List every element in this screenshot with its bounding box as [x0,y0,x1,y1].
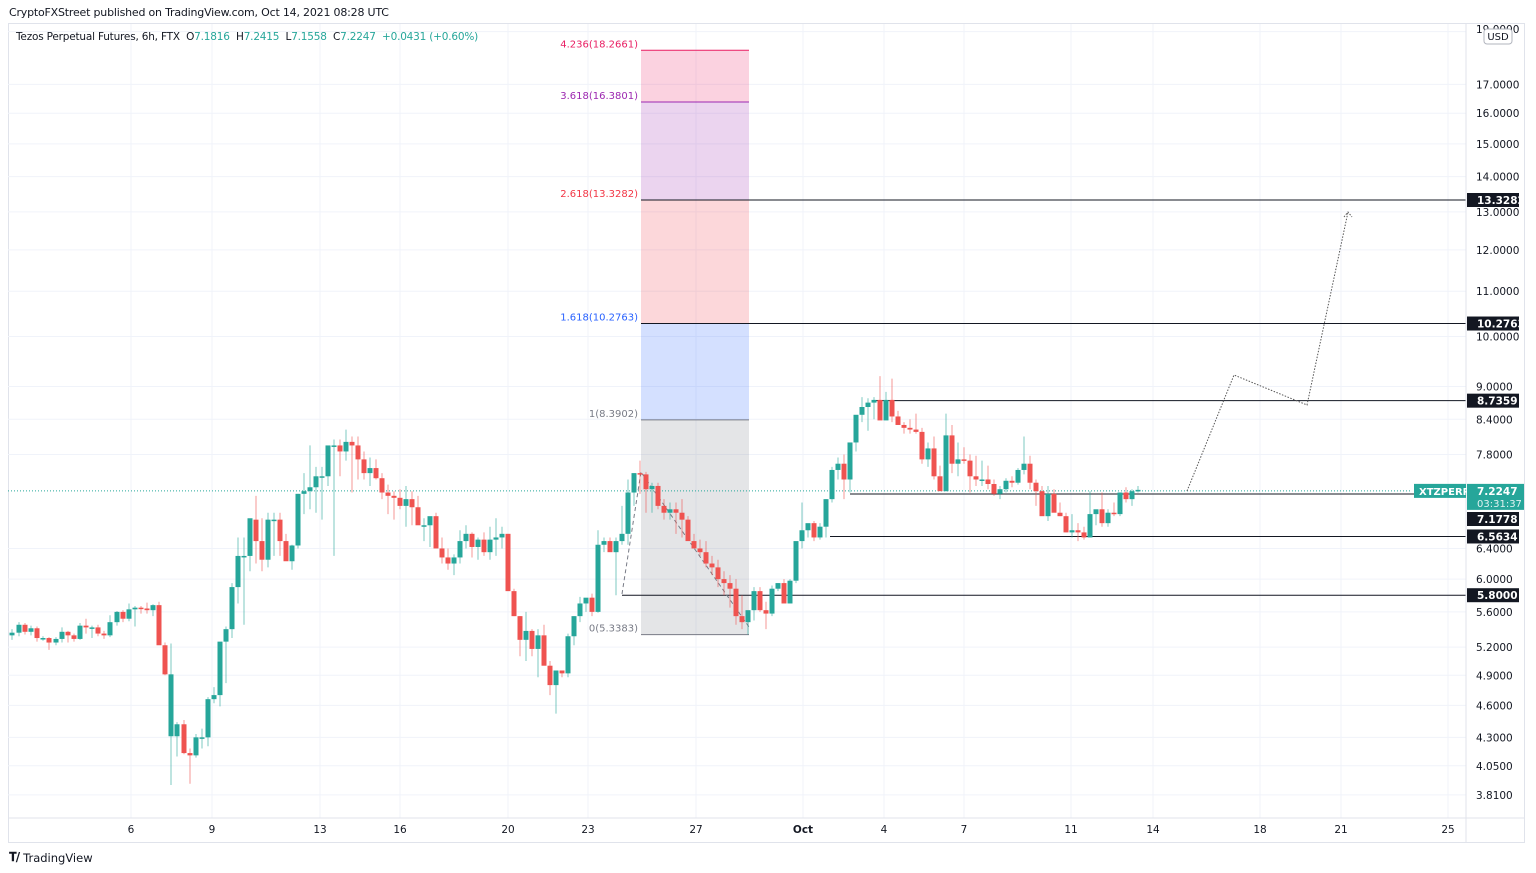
low-value: 7.1558 [291,31,327,43]
svg-text:16: 16 [393,824,407,836]
svg-text:Oct: Oct [793,824,813,836]
tradingview-footer[interactable]: 𝐓/ TradingView [9,850,93,865]
svg-text:18: 18 [1253,824,1266,836]
svg-text:6.0000: 6.0000 [1476,574,1513,586]
svg-text:12.0000: 12.0000 [1476,245,1519,257]
close-value: 7.2247 [340,31,376,43]
svg-text:16.0000: 16.0000 [1476,108,1519,120]
svg-text:14.0000: 14.0000 [1476,172,1519,184]
price-axis[interactable]: 19.000017.000016.000015.000014.000013.00… [8,24,1525,842]
tradingview-logo-icon: 𝐓/ [9,850,20,864]
candles [9,376,1141,785]
fib-level-label: 3.618(16.3801) [560,91,638,102]
svg-text:25: 25 [1441,824,1454,836]
svg-text:4: 4 [881,824,888,836]
close-label: C [333,31,341,43]
fib-level-label: 4.236(18.2661) [560,39,638,50]
support-resistance-levels[interactable] [8,199,1466,596]
svg-text:6.4000: 6.4000 [1476,543,1513,555]
svg-text:XTZPERP: XTZPERP [1419,487,1470,498]
open-value: 7.1816 [194,31,230,43]
tradingview-logo-text: TradingView [23,850,93,865]
drawing-paths[interactable] [621,211,1353,628]
published-by-caption: CryptoFXStreet published on TradingView.… [9,6,389,19]
svg-text:8.7359: 8.7359 [1477,396,1518,408]
open-label: O [186,31,195,43]
fibonacci-extension[interactable]: 4.236(18.2661) 3.618(16.3801) 2.618(13.328… [560,39,749,636]
high-value: 7.2415 [243,31,280,43]
svg-text:9: 9 [209,824,216,836]
svg-text:10.2763: 10.2763 [1477,319,1525,331]
svg-text:27: 27 [689,824,702,836]
fib-level-label: 0(5.3383) [589,624,638,635]
svg-text:23: 23 [581,824,594,836]
svg-text:17.0000: 17.0000 [1476,79,1519,91]
svg-text:3.8100: 3.8100 [1476,790,1513,802]
symbol-description: Tezos Perpetual Futures, 6h, FTX [16,31,180,43]
svg-text:4.0500: 4.0500 [1476,761,1513,773]
svg-text:14: 14 [1146,824,1160,836]
svg-text:8.4000: 8.4000 [1476,414,1513,426]
svg-text:6.5634: 6.5634 [1477,531,1518,543]
chart-frame [8,23,1525,843]
svg-text:7.1778: 7.1778 [1477,514,1518,526]
svg-text:10.0000: 10.0000 [1476,331,1519,343]
time-axis[interactable]: 6 9 13 16 20 23 27 Oct 4 7 11 14 18 21 25 [128,824,1455,836]
svg-text:13.3282: 13.3282 [1477,195,1525,207]
svg-text:20: 20 [501,824,514,836]
svg-text:5.6000: 5.6000 [1476,607,1513,619]
svg-text:7.8000: 7.8000 [1476,449,1513,461]
svg-text:11.0000: 11.0000 [1476,286,1519,298]
svg-text:15.0000: 15.0000 [1476,139,1519,151]
low-label: L [285,31,292,43]
fib-level-label: 1.618(10.2763) [560,313,638,324]
svg-text:5.2000: 5.2000 [1476,642,1513,654]
svg-text:4.6000: 4.6000 [1476,700,1513,712]
symbol-legend: Tezos Perpetual Futures, 6h, FTX O7.1816… [16,31,478,43]
svg-text:USD: USD [1487,32,1509,43]
svg-text:4.3000: 4.3000 [1476,732,1513,744]
svg-text:11: 11 [1064,824,1077,836]
svg-text:6: 6 [128,824,135,836]
fib-level-label: 1(8.3902) [589,409,638,420]
svg-text:03:31:37: 03:31:37 [1477,499,1522,510]
svg-text:4.9000: 4.9000 [1476,670,1513,682]
svg-text:7: 7 [961,824,968,836]
high-label: H [236,31,244,43]
svg-text:13.0000: 13.0000 [1476,207,1519,219]
fib-level-label: 2.618(13.3282) [560,189,638,200]
svg-text:13: 13 [313,824,326,836]
svg-text:7.2247: 7.2247 [1477,486,1518,498]
svg-text:9.0000: 9.0000 [1476,382,1513,394]
svg-text:5.8000: 5.8000 [1477,590,1518,602]
change-value: +0.0431 (+0.60%) [381,31,479,43]
svg-text:21: 21 [1334,824,1347,836]
